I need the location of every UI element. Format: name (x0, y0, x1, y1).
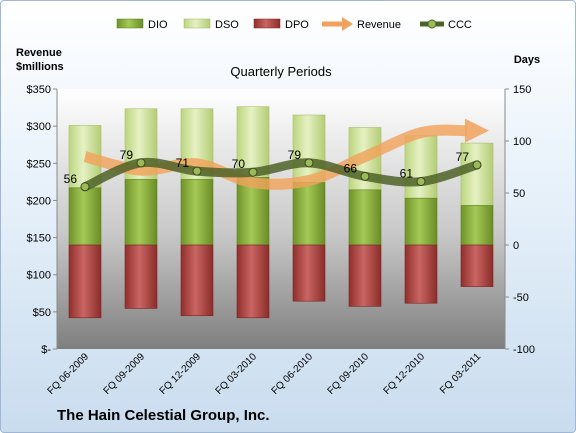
x-axis-labels: FQ 06-2009 FQ 09-2009 FQ 12-2009 FQ 03-2010… (46, 351, 484, 397)
left-axis-tick-label: $150 (27, 233, 51, 245)
revenue-arrow (83, 118, 489, 190)
x-axis-label: FQ 03-2010 (214, 351, 260, 397)
legend-label-dio: DIO (148, 19, 168, 31)
bar-dio (124, 179, 158, 246)
bar-dpo (292, 244, 326, 302)
ccc-data-label: 71 (176, 156, 190, 170)
ccc-point (472, 160, 482, 170)
x-axis-label: FQ 03-2011 (438, 351, 483, 396)
bars (68, 106, 494, 319)
bar-dso (460, 142, 494, 206)
legend-label-dso: DSO (215, 19, 239, 31)
bar-dpo (460, 244, 494, 287)
ccc-point (304, 158, 314, 168)
ccc-line: 56 79 71 70 79 66 61 77 (64, 148, 482, 192)
x-axis-label: FQ 09-2009 (102, 351, 148, 397)
ccc-point (136, 158, 146, 168)
left-axis-tick-label: $300 (27, 121, 51, 133)
x-axis-label: FQ 09-2010 (326, 351, 372, 397)
x-axis-label: FQ 06-2009 (46, 351, 92, 397)
right-axis-tick-label: 150 (513, 84, 531, 96)
legend-label-ccc: CCC (448, 19, 472, 31)
left-axis-tick-label: $200 (27, 195, 51, 207)
legend-label-dpo: DPO (285, 19, 309, 31)
ccc-point (248, 167, 258, 177)
right-axis-tick-label: -50 (513, 292, 529, 304)
bar-dio (180, 179, 214, 246)
left-axis-title-line2: $millions (16, 61, 64, 73)
left-axis-tick-label: $100 (27, 270, 51, 282)
ccc-line-path (80, 157, 482, 192)
right-axis-title: Days (514, 54, 540, 66)
ccc-data-label: 56 (64, 172, 78, 186)
legend-swatch-dpo (253, 18, 281, 29)
left-axis-tick-label: $- (41, 344, 51, 356)
legend-swatch-dso (183, 18, 211, 29)
left-axis-title-line1: Revenue (16, 47, 62, 59)
bar-dio (348, 189, 382, 246)
right-axis-tick-label: -100 (513, 344, 535, 356)
legend-swatch-dio (116, 18, 144, 29)
x-axis-label: FQ 12-2010 (382, 351, 428, 397)
right-axis-tick-label: 100 (513, 136, 531, 148)
axes: $350 $300 $250 $200 $150 $100 $50 $- 150 100 50 0 -5… (27, 84, 536, 356)
left-axis-tick-label: $50 (33, 307, 51, 319)
chart-title: Quarterly Periods (230, 64, 332, 79)
bar-dio (68, 187, 102, 246)
ccc-data-label: 66 (344, 161, 358, 175)
ccc-data-label: 79 (288, 148, 302, 162)
ccc-point (416, 177, 426, 187)
ccc-data-label: 61 (400, 167, 414, 181)
legend: DIO DSO DPO Revenue CCC (116, 17, 472, 31)
bar-dpo (124, 244, 158, 309)
bar-dpo (180, 244, 214, 317)
bar-dio (292, 182, 326, 246)
ccc-data-label: 70 (232, 157, 246, 171)
bar-dso (236, 106, 270, 178)
ccc-data-label: 77 (456, 150, 470, 164)
legend-line-ccc (420, 19, 444, 29)
bar-dio (404, 197, 438, 246)
left-axis-title: Revenue $millions (16, 47, 65, 73)
legend-label-revenue: Revenue (357, 19, 401, 31)
ccc-data-label: 79 (120, 148, 134, 162)
right-axis-tick-label: 0 (513, 240, 519, 252)
legend-arrow-revenue (322, 17, 353, 31)
left-axis-tick-label: $250 (27, 158, 51, 170)
company-name: The Hain Celestial Group, Inc. (57, 407, 270, 424)
revenue-arrow-head (465, 118, 489, 143)
ccc-point (360, 171, 370, 181)
x-axis-label: FQ 12-2009 (158, 351, 204, 397)
left-axis-tick-label: $350 (27, 84, 51, 96)
right-axis-tick-label: 50 (513, 188, 525, 200)
bar-dpo (68, 244, 102, 319)
ccc-point (192, 166, 202, 176)
bar-dpo (404, 244, 438, 304)
bar-dio (460, 205, 494, 246)
ccc-point (80, 182, 90, 192)
bar-dpo (236, 244, 270, 319)
bar-dpo (348, 244, 382, 307)
revenue-arrow-shaft (83, 124, 468, 190)
x-axis-label: FQ 06-2010 (270, 351, 316, 397)
